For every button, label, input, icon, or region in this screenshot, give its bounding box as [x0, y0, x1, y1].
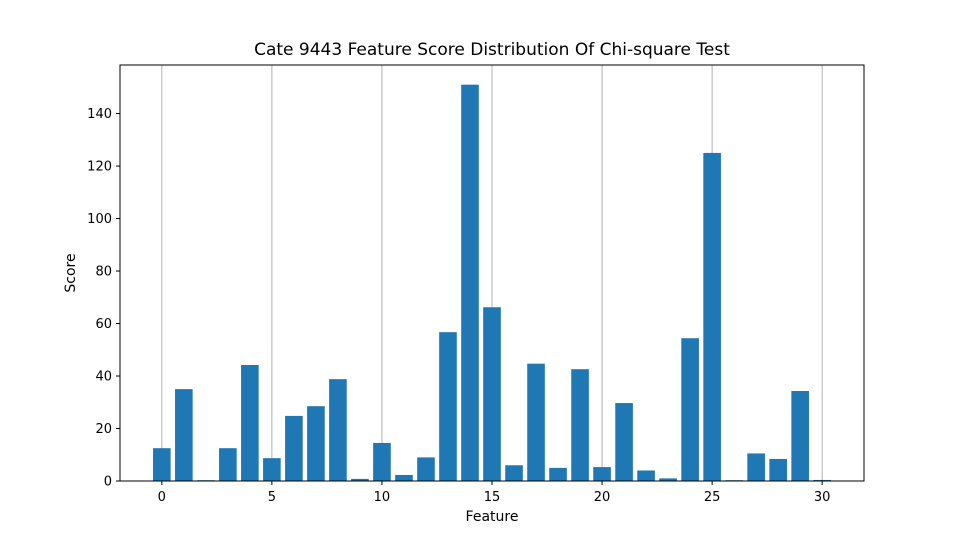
bars	[153, 84, 831, 481]
bar-feature-15	[483, 307, 501, 481]
x-tick-label-15: 15	[484, 490, 501, 505]
bar-feature-13	[439, 332, 457, 481]
bar-feature-14	[461, 84, 479, 481]
bar-feature-12	[417, 457, 435, 481]
y-tick-label-0: 0	[104, 475, 112, 490]
bar-feature-16	[505, 465, 523, 481]
y-tick-label-40: 40	[95, 370, 112, 385]
bar-feature-11	[395, 474, 413, 481]
bar-feature-22	[637, 470, 655, 481]
y-tick-label-140: 140	[87, 107, 112, 122]
x-tick-label-20: 20	[594, 490, 611, 505]
bar-feature-19	[571, 369, 589, 481]
bar-feature-18	[549, 467, 567, 481]
bar-feature-27	[747, 453, 765, 481]
bar-feature-17	[527, 363, 545, 481]
bar-feature-0	[153, 448, 171, 481]
x-tick-label-30: 30	[814, 490, 831, 505]
y-tick-label-100: 100	[87, 212, 112, 227]
bar-feature-9	[351, 478, 369, 481]
bar-feature-30	[813, 479, 831, 481]
y-tick-label-20: 20	[95, 422, 112, 437]
bar-feature-6	[285, 415, 303, 481]
y-axis-title: Score	[63, 253, 79, 292]
bar-feature-23	[659, 478, 677, 481]
bar-feature-3	[219, 448, 237, 481]
bar-feature-8	[329, 379, 347, 481]
bar-feature-5	[263, 458, 281, 481]
bar-feature-29	[791, 390, 809, 481]
y-axis-ticks: 0 20 40 60 80 100 120 140	[87, 107, 120, 490]
y-tick-label-120: 120	[87, 160, 112, 175]
bar-feature-7	[307, 406, 325, 481]
bar-feature-20	[593, 467, 611, 481]
y-tick-label-80: 80	[95, 265, 112, 280]
chart-title: Cate 9443 Feature Score Distribution Of …	[254, 40, 730, 60]
bar-feature-28	[769, 458, 787, 481]
bar-feature-1	[175, 389, 193, 481]
bar-feature-25	[703, 152, 721, 481]
x-tick-label-0: 0	[158, 490, 166, 505]
y-tick-label-60: 60	[95, 317, 112, 332]
x-axis-ticks: 0 5 10 15 20 25 30	[158, 481, 831, 505]
bar-feature-24	[681, 338, 699, 481]
bar-feature-10	[373, 442, 391, 481]
bar-feature-4	[241, 364, 259, 481]
x-axis-title: Feature	[466, 509, 519, 525]
x-tick-label-5: 5	[268, 490, 276, 505]
x-tick-label-10: 10	[374, 490, 391, 505]
bar-feature-21	[615, 403, 633, 481]
x-tick-label-25: 25	[704, 490, 721, 505]
